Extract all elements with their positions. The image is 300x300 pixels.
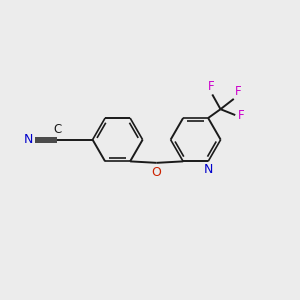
Text: F: F [235, 85, 242, 98]
Text: O: O [152, 167, 162, 179]
Text: C: C [53, 123, 61, 136]
Text: F: F [238, 109, 244, 122]
Text: N: N [204, 163, 213, 176]
Text: F: F [208, 80, 215, 93]
Text: N: N [23, 133, 33, 146]
